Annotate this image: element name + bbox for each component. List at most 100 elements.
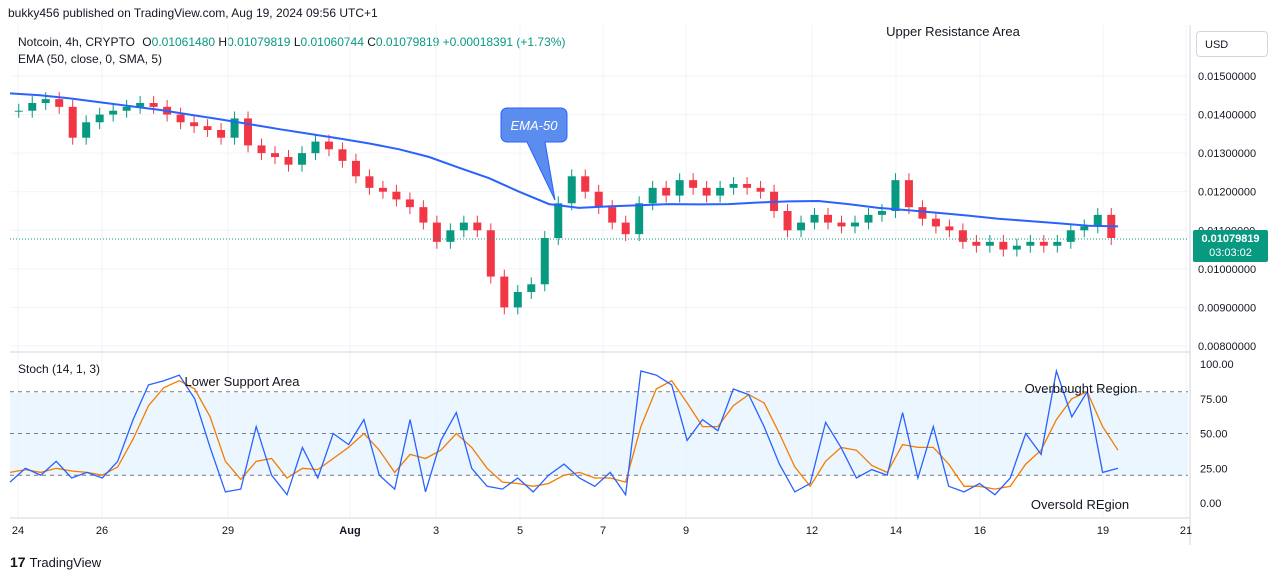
stoch-tick-label: 100.00 bbox=[1200, 359, 1234, 371]
candle-body bbox=[972, 241, 981, 246]
footer-brand: TradingView bbox=[29, 554, 102, 570]
candle-body bbox=[891, 180, 900, 211]
candle-body bbox=[176, 114, 185, 123]
candle-body bbox=[985, 241, 994, 246]
candle-body bbox=[338, 149, 347, 161]
candle-body bbox=[432, 222, 441, 242]
candle-body bbox=[378, 187, 387, 192]
candle-body bbox=[392, 191, 401, 200]
time-tick-label: 26 bbox=[96, 525, 108, 537]
lower-support-label: Lower Support Area bbox=[185, 374, 301, 389]
ema-callout-label: EMA-50 bbox=[511, 118, 559, 133]
price-tick-label: 0.01500000 bbox=[1198, 71, 1256, 83]
change-value: +0.00018391 (+1.73%) bbox=[442, 35, 566, 49]
price-tick-label: 0.01200000 bbox=[1198, 187, 1256, 199]
stoch-k-line bbox=[9, 368, 1119, 497]
candle-body bbox=[797, 222, 806, 231]
stoch-d-line bbox=[9, 379, 1119, 490]
candle-body bbox=[311, 141, 320, 154]
candle-body bbox=[527, 284, 536, 292]
stoch-tick-label: 0.00 bbox=[1200, 498, 1221, 510]
candle-body bbox=[729, 184, 738, 188]
candle-body bbox=[594, 191, 603, 208]
overbought-label: Overbought Region bbox=[1025, 381, 1138, 396]
time-tick-label: 5 bbox=[517, 525, 523, 537]
candle-body bbox=[500, 276, 509, 308]
candle-body bbox=[365, 176, 374, 188]
time-tick-label: 16 bbox=[974, 525, 986, 537]
candle-body bbox=[756, 187, 765, 192]
oversold-label: Oversold REgion bbox=[1031, 497, 1129, 512]
candle-body bbox=[473, 222, 482, 231]
candle-body bbox=[864, 214, 873, 223]
candle-body bbox=[783, 211, 792, 231]
candle-body bbox=[877, 211, 886, 215]
candle-body bbox=[689, 180, 698, 188]
candle-body bbox=[419, 207, 428, 223]
candle-body bbox=[945, 226, 954, 231]
candle-body bbox=[257, 145, 266, 154]
candle-body bbox=[824, 214, 833, 223]
price-tick-label: 0.01300000 bbox=[1198, 148, 1256, 160]
candle-body bbox=[351, 160, 360, 177]
candle-body bbox=[122, 106, 131, 111]
candle-body bbox=[109, 110, 118, 115]
candle-body bbox=[931, 218, 940, 227]
high-label: H bbox=[218, 35, 228, 49]
time-tick-label: 19 bbox=[1097, 525, 1109, 537]
candle-body bbox=[1012, 245, 1021, 250]
candle-body bbox=[324, 141, 333, 150]
candle-body bbox=[55, 99, 64, 107]
candle-body bbox=[850, 222, 859, 227]
stoch-band bbox=[10, 393, 1188, 476]
candle-body bbox=[958, 230, 967, 242]
candle-body bbox=[203, 126, 212, 130]
symbol-name: Notcoin, 4h, CRYPTO bbox=[18, 35, 135, 49]
candle-body bbox=[608, 207, 617, 223]
current-price-tag: 0.01079819 03:03:02 bbox=[1193, 230, 1268, 262]
candle-countdown: 03:03:02 bbox=[1209, 247, 1252, 259]
time-tick-label: Aug bbox=[339, 525, 360, 537]
current-price: 0.01079819 bbox=[1201, 233, 1260, 245]
tradingview-logo-icon: 17 bbox=[10, 554, 26, 570]
close-value: 0.01079819 bbox=[375, 35, 440, 49]
candle-body bbox=[230, 118, 239, 138]
time-tick-label: 21 bbox=[1180, 525, 1192, 537]
candle-body bbox=[14, 110, 23, 112]
upper-resistance-label: Upper Resistance Area bbox=[886, 24, 1020, 39]
symbol-legend: Notcoin, 4h, CRYPTO O0.01061480 H0.01079… bbox=[18, 35, 565, 49]
candle-body bbox=[810, 214, 819, 223]
low-label: L bbox=[293, 35, 301, 49]
candle-body bbox=[675, 180, 684, 196]
candle-body bbox=[648, 187, 657, 204]
stoch-tick-label: 25.00 bbox=[1200, 463, 1228, 475]
candle-body bbox=[1080, 226, 1089, 231]
price-tick-label: 0.00900000 bbox=[1198, 302, 1256, 314]
currency-selector[interactable]: USD bbox=[1196, 31, 1268, 57]
ema-line bbox=[9, 92, 1119, 228]
candle-body bbox=[702, 187, 711, 196]
candle-body bbox=[95, 114, 104, 123]
publisher-header: bukky456 published on TradingView.com, A… bbox=[8, 6, 378, 20]
time-tick-label: 12 bbox=[806, 525, 818, 537]
candle-body bbox=[28, 103, 37, 111]
stoch-tick-label: 75.00 bbox=[1200, 394, 1228, 406]
time-tick-label: 24 bbox=[12, 525, 24, 537]
candle-body bbox=[271, 153, 280, 157]
candle-body bbox=[297, 153, 306, 165]
candle-body bbox=[1066, 230, 1075, 242]
candle-body bbox=[540, 238, 549, 285]
candle-body bbox=[513, 292, 522, 308]
price-tick-label: 0.01400000 bbox=[1198, 110, 1256, 122]
candle-body bbox=[743, 184, 752, 188]
time-tick-label: 3 bbox=[433, 525, 439, 537]
open-label: O bbox=[142, 35, 152, 49]
candle-body bbox=[217, 130, 226, 138]
candle-body bbox=[904, 180, 913, 208]
candle-body bbox=[999, 241, 1008, 250]
candle-body bbox=[1053, 241, 1062, 246]
candle-body bbox=[918, 207, 927, 219]
time-tick-label: 14 bbox=[890, 525, 902, 537]
candle-body bbox=[567, 176, 576, 204]
